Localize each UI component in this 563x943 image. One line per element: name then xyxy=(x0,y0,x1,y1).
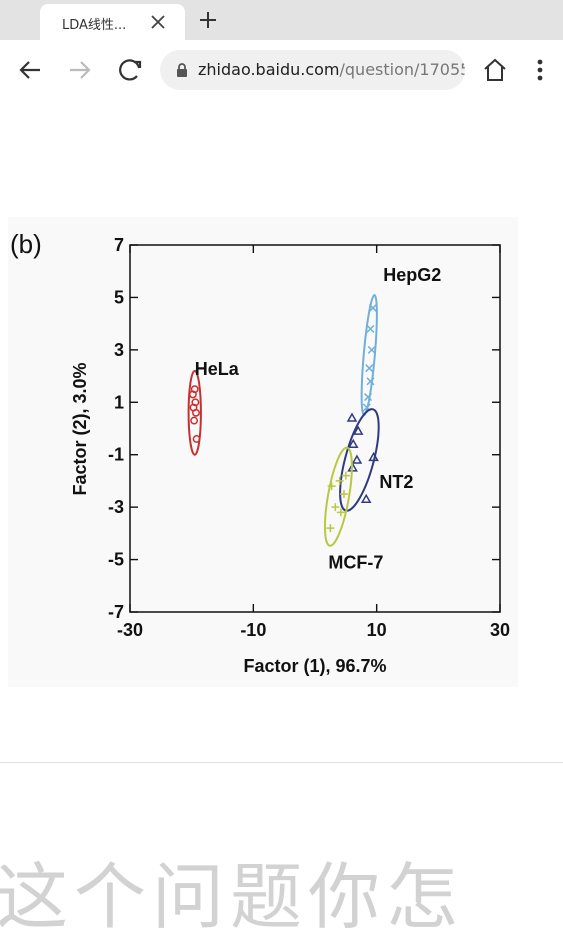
data-point xyxy=(364,393,373,402)
x-axis-label: Factor (1), 96.7% xyxy=(243,656,386,676)
series-label: NT2 xyxy=(379,472,413,492)
series-label: HeLa xyxy=(195,359,240,379)
question-heading-fragment: 这个问题你怎 xyxy=(0,855,465,939)
series-label: HepG2 xyxy=(383,265,441,285)
data-point xyxy=(366,377,375,386)
divider xyxy=(0,762,563,763)
data-point xyxy=(366,324,375,333)
data-point xyxy=(335,476,344,485)
data-point xyxy=(192,408,200,417)
forward-arrow-icon[interactable] xyxy=(66,56,94,84)
tab-strip: LDA线性... xyxy=(0,0,563,40)
data-point xyxy=(368,303,377,312)
figure-image: (b) -30 -10 10 30 7 5 3 1 -1 -3 -5 -7 HeLa HepG2 NT2 M… xyxy=(0,205,563,700)
series-label: MCF-7 xyxy=(328,553,383,573)
series-hepg2: HepG2 xyxy=(360,265,441,417)
y-tick-label: -1 xyxy=(108,445,124,465)
data-point xyxy=(351,454,363,464)
close-icon[interactable] xyxy=(148,12,168,32)
tab-title: LDA线性... xyxy=(62,18,127,33)
data-point xyxy=(346,412,358,422)
scatter-chart: (b) -30 -10 10 30 7 5 3 1 -1 -3 -5 -7 HeLa HepG2 NT2 M… xyxy=(8,217,518,687)
series-hela: HeLa xyxy=(187,359,240,456)
panel-label: (b) xyxy=(10,229,42,259)
back-arrow-icon[interactable] xyxy=(16,56,44,84)
data-point xyxy=(188,390,197,399)
confidence-ellipse xyxy=(187,369,202,456)
x-tick-label: -30 xyxy=(117,620,143,640)
url-path: /question/17055 xyxy=(339,60,466,79)
browser-tab[interactable]: LDA线性... xyxy=(40,4,185,40)
y-tick-label: -5 xyxy=(108,550,124,570)
data-point xyxy=(326,524,335,533)
data-point xyxy=(365,364,374,373)
y-tick-label: -3 xyxy=(108,497,124,517)
data-point xyxy=(360,493,372,504)
lock-icon xyxy=(174,62,190,78)
browser-toolbar: zhidao.baidu.com/question/17055 xyxy=(0,40,563,100)
data-point xyxy=(341,471,350,480)
y-tick-label: -7 xyxy=(108,602,124,622)
y-axis-label: Factor (2), 3.0% xyxy=(70,362,90,495)
y-tick-label: 3 xyxy=(114,340,124,360)
x-tick-label: 10 xyxy=(367,620,387,640)
reload-icon[interactable] xyxy=(116,56,144,84)
data-point xyxy=(327,482,336,491)
series-mcf-7: MCF-7 xyxy=(323,446,383,573)
menu-dots-icon[interactable] xyxy=(526,56,554,84)
confidence-ellipse xyxy=(323,446,353,547)
y-tick-label: 5 xyxy=(114,287,124,307)
data-point xyxy=(367,345,376,354)
x-tick-label: 30 xyxy=(490,620,510,640)
plus-icon[interactable] xyxy=(196,8,220,32)
data-point xyxy=(190,416,199,425)
url-text: zhidao.baidu.com/question/17055 xyxy=(198,60,465,79)
home-icon[interactable] xyxy=(481,56,509,84)
y-tick-label: 7 xyxy=(114,235,124,255)
data-point xyxy=(347,438,359,448)
data-point xyxy=(192,435,201,443)
y-tick-label: 1 xyxy=(114,392,124,412)
x-tick-label: -10 xyxy=(240,620,266,640)
data-point xyxy=(339,490,348,499)
data-point xyxy=(368,451,379,462)
plot-frame xyxy=(129,244,501,613)
data-point xyxy=(336,508,345,517)
data-point xyxy=(352,425,364,435)
data-point xyxy=(331,503,340,512)
address-bar[interactable]: zhidao.baidu.com/question/17055 xyxy=(160,50,465,90)
url-domain: zhidao.baidu.com xyxy=(198,60,340,79)
